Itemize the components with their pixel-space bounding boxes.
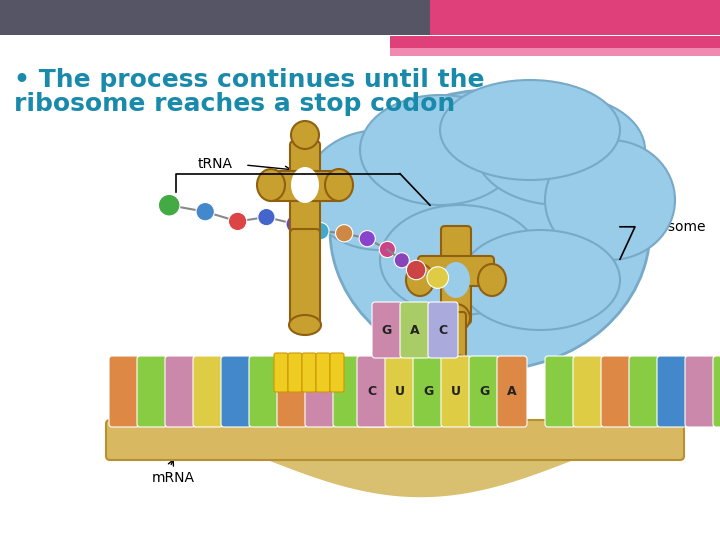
Text: G: G <box>423 385 433 398</box>
FancyBboxPatch shape <box>165 356 195 427</box>
Text: A: A <box>410 323 420 336</box>
Ellipse shape <box>360 95 520 205</box>
Ellipse shape <box>325 169 353 201</box>
Circle shape <box>312 222 329 240</box>
Text: tRNA: tRNA <box>198 157 233 171</box>
FancyBboxPatch shape <box>441 356 471 427</box>
FancyBboxPatch shape <box>316 353 330 392</box>
FancyBboxPatch shape <box>221 356 251 427</box>
FancyBboxPatch shape <box>713 356 720 427</box>
Circle shape <box>406 260 426 280</box>
Ellipse shape <box>460 230 620 330</box>
Text: C: C <box>367 385 377 398</box>
Ellipse shape <box>478 264 506 296</box>
Circle shape <box>427 267 449 288</box>
FancyBboxPatch shape <box>249 356 279 427</box>
FancyBboxPatch shape <box>290 229 320 329</box>
Text: U: U <box>451 385 461 398</box>
FancyBboxPatch shape <box>333 356 363 427</box>
Circle shape <box>395 253 410 268</box>
FancyBboxPatch shape <box>361 356 391 427</box>
FancyBboxPatch shape <box>657 356 687 427</box>
FancyBboxPatch shape <box>446 312 466 368</box>
Text: G: G <box>382 323 392 336</box>
Ellipse shape <box>330 90 650 370</box>
Text: G: G <box>479 385 489 398</box>
FancyBboxPatch shape <box>277 356 307 427</box>
Circle shape <box>286 215 305 233</box>
Bar <box>0 0 720 35</box>
FancyBboxPatch shape <box>573 356 603 427</box>
Circle shape <box>359 231 375 247</box>
Text: A: A <box>507 385 517 398</box>
Ellipse shape <box>475 95 645 205</box>
FancyBboxPatch shape <box>372 302 402 358</box>
Ellipse shape <box>442 262 470 298</box>
Circle shape <box>228 212 247 231</box>
Ellipse shape <box>291 167 319 203</box>
FancyBboxPatch shape <box>385 356 415 427</box>
FancyBboxPatch shape <box>274 353 288 392</box>
FancyBboxPatch shape <box>137 356 167 427</box>
Text: Polypeptide: Polypeptide <box>374 156 456 170</box>
Text: Ribosome: Ribosome <box>638 220 706 234</box>
Bar <box>390 48 720 56</box>
FancyBboxPatch shape <box>290 141 320 239</box>
Text: U: U <box>395 385 405 398</box>
Ellipse shape <box>305 130 455 250</box>
Ellipse shape <box>406 264 434 296</box>
FancyBboxPatch shape <box>685 356 715 427</box>
FancyBboxPatch shape <box>193 356 223 427</box>
Ellipse shape <box>289 315 321 335</box>
FancyBboxPatch shape <box>601 356 631 427</box>
Text: C: C <box>438 323 448 336</box>
FancyBboxPatch shape <box>305 356 335 427</box>
Circle shape <box>258 208 275 226</box>
FancyBboxPatch shape <box>357 356 387 427</box>
Text: • The process continues until the: • The process continues until the <box>14 68 485 92</box>
FancyBboxPatch shape <box>302 353 316 392</box>
Ellipse shape <box>257 169 285 201</box>
FancyBboxPatch shape <box>109 356 139 427</box>
FancyBboxPatch shape <box>418 256 494 286</box>
Circle shape <box>379 241 395 258</box>
Ellipse shape <box>545 140 675 260</box>
FancyBboxPatch shape <box>267 171 343 201</box>
FancyBboxPatch shape <box>497 356 527 427</box>
Ellipse shape <box>442 355 470 375</box>
Text: mRNA: mRNA <box>152 471 195 485</box>
Bar <box>390 36 720 50</box>
Circle shape <box>336 225 353 242</box>
FancyBboxPatch shape <box>400 302 430 358</box>
Ellipse shape <box>442 304 470 332</box>
Ellipse shape <box>380 205 540 315</box>
Circle shape <box>158 194 180 216</box>
Bar <box>430 0 720 35</box>
Circle shape <box>196 202 215 221</box>
FancyBboxPatch shape <box>288 353 302 392</box>
Text: ribosome reaches a stop codon: ribosome reaches a stop codon <box>14 92 455 116</box>
Ellipse shape <box>291 121 319 149</box>
Ellipse shape <box>440 80 620 180</box>
FancyBboxPatch shape <box>330 353 344 392</box>
FancyBboxPatch shape <box>545 356 575 427</box>
FancyBboxPatch shape <box>106 420 684 460</box>
FancyBboxPatch shape <box>441 226 471 324</box>
FancyBboxPatch shape <box>428 302 458 358</box>
FancyBboxPatch shape <box>413 356 443 427</box>
FancyBboxPatch shape <box>469 356 499 427</box>
FancyBboxPatch shape <box>629 356 659 427</box>
